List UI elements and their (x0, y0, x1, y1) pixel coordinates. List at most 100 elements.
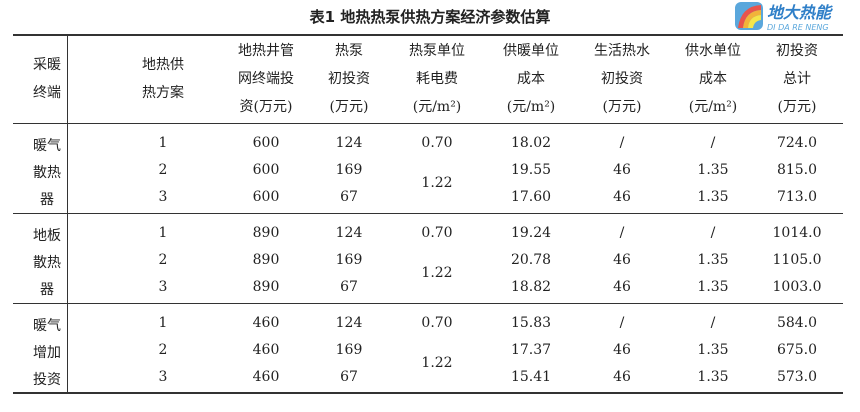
table-cell: 815.0 (776, 162, 818, 178)
table-cell: 3 (158, 369, 168, 385)
table-cell: 584.0 (776, 315, 818, 331)
group-divider (13, 213, 843, 214)
column-header: (万元) (329, 99, 369, 115)
table-cell: 713.0 (776, 189, 818, 205)
header-rule (13, 123, 843, 124)
terminal-label: 暖气 (33, 138, 61, 154)
electricity-cost: 0.70 (421, 135, 453, 151)
table-cell: 460 (252, 369, 280, 385)
table-cell: 600 (252, 162, 280, 178)
table-cell: 46 (613, 342, 631, 358)
svg-text:DI DA RE NENG: DI DA RE NENG (767, 23, 829, 32)
table-cell: 19.55 (510, 162, 552, 178)
column-header: 耗电费 (416, 71, 458, 87)
column-header: 热方案 (142, 85, 184, 101)
table-cell: 67 (340, 279, 358, 295)
table-cell: 724.0 (776, 135, 818, 151)
terminal-label: 投资 (33, 372, 61, 388)
terminal-label: 器 (40, 282, 54, 298)
column-header: (万元) (602, 99, 642, 115)
table-cell: 46 (613, 279, 631, 295)
table-cell: 46 (613, 369, 631, 385)
group-divider (13, 303, 843, 304)
terminal-label: 散热 (33, 165, 61, 181)
top-rule (13, 34, 843, 36)
table-cell: / (619, 225, 625, 241)
column-header: (元/m²) (412, 99, 462, 115)
table-cell: 1003.0 (772, 279, 822, 295)
table-cell: 67 (340, 189, 358, 205)
column-header: 供水单位 (685, 43, 741, 59)
column-header: 资(万元) (239, 99, 293, 115)
table-cell: 1.35 (697, 189, 729, 205)
table-cell: 573.0 (776, 369, 818, 385)
column-header: 地热供 (142, 57, 184, 73)
table-cell: 1 (158, 315, 168, 331)
column-header: 地热井管 (238, 43, 294, 59)
electricity-cost: 0.70 (421, 225, 453, 241)
table-cell: 890 (252, 225, 280, 241)
table-cell: 169 (335, 342, 363, 358)
terminal-label: 增加 (33, 345, 61, 361)
table-cell: 1.35 (697, 342, 729, 358)
table-cell: 20.78 (510, 252, 552, 268)
table-cell: 2 (158, 252, 168, 268)
electricity-cost: 0.70 (421, 315, 453, 331)
table-cell: 17.37 (510, 342, 552, 358)
terminal-label: 器 (40, 192, 54, 208)
table-cell: / (619, 315, 625, 331)
table-cell: 67 (340, 369, 358, 385)
table-cell: 1.35 (697, 369, 729, 385)
table-title: 表1 地热热泵供热方案经济参数估算 (309, 8, 551, 26)
column-header: 供暖单位 (503, 43, 559, 59)
table-cell: 1014.0 (772, 225, 822, 241)
table-cell: 124 (335, 315, 363, 331)
table-cell: 460 (252, 342, 280, 358)
table-cell: 46 (613, 189, 631, 205)
table-cell: 169 (335, 162, 363, 178)
column-header: (万元) (777, 99, 817, 115)
table-cell: 1105.0 (772, 252, 822, 268)
table-cell: 1 (158, 225, 168, 241)
table-cell: 890 (252, 279, 280, 295)
table-cell: 1.35 (697, 279, 729, 295)
column-divider (67, 35, 68, 393)
table-cell: 46 (613, 162, 631, 178)
table-cell: 18.82 (510, 279, 552, 295)
table-cell: 600 (252, 135, 280, 151)
table-cell: / (710, 315, 716, 331)
table-cell: 675.0 (776, 342, 818, 358)
table-cell: 15.83 (510, 315, 552, 331)
terminal-label: 散热 (33, 255, 61, 271)
table-cell: / (619, 135, 625, 151)
column-header: 热泵 (335, 43, 363, 59)
table-cell: 1 (158, 135, 168, 151)
table-cell: 18.02 (510, 135, 552, 151)
table-cell: / (710, 135, 716, 151)
table-cell: 19.24 (510, 225, 552, 241)
column-header: 采暖 (33, 57, 61, 73)
table-cell: / (710, 225, 716, 241)
table-cell: 46 (613, 252, 631, 268)
column-header: 初投资 (601, 71, 643, 87)
svg-text:地大热能: 地大热能 (767, 3, 833, 22)
column-header: (元/m²) (506, 99, 556, 115)
table-cell: 169 (335, 252, 363, 268)
table-cell: 124 (335, 135, 363, 151)
column-header: 终端 (33, 85, 61, 101)
table-cell: 124 (335, 225, 363, 241)
electricity-cost: 1.22 (421, 175, 453, 191)
electricity-cost: 1.22 (421, 355, 453, 371)
table-cell: 1.35 (697, 162, 729, 178)
table-cell: 2 (158, 162, 168, 178)
table-cell: 3 (158, 189, 168, 205)
electricity-cost: 1.22 (421, 265, 453, 281)
table-cell: 2 (158, 342, 168, 358)
table-cell: 600 (252, 189, 280, 205)
column-header: 初投资 (328, 71, 370, 87)
column-header: 成本 (517, 71, 545, 87)
bottom-rule (13, 392, 843, 394)
terminal-label: 暖气 (33, 318, 61, 334)
table-cell: 17.60 (510, 189, 552, 205)
